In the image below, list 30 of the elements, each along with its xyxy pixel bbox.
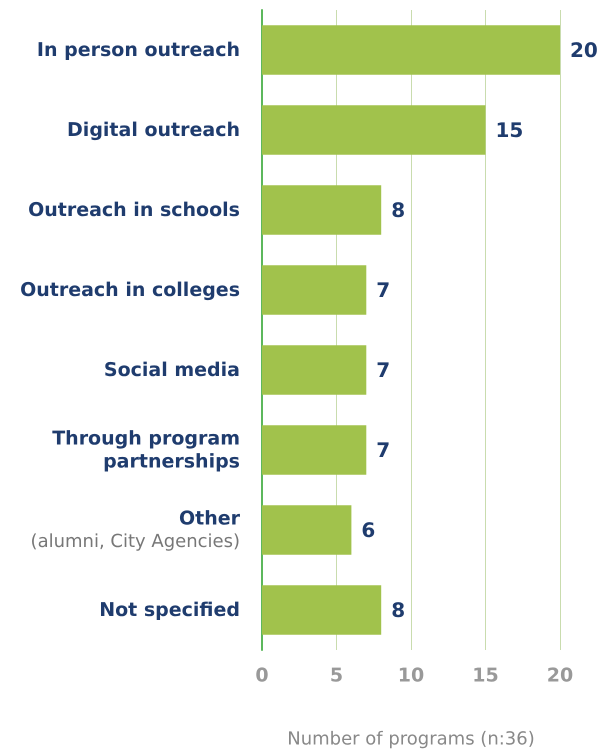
x-tick-label: 0 [255, 664, 269, 686]
data-label: 7 [376, 358, 390, 382]
data-label: 15 [496, 118, 524, 142]
data-label: 20 [570, 38, 598, 62]
y-tick-label: In person outreach [36, 39, 240, 61]
x-tick-label: 10 [398, 664, 424, 686]
data-label: 7 [376, 438, 390, 462]
y-tick-label: Outreach in schools [28, 199, 240, 221]
data-label: 7 [376, 278, 390, 302]
bar [262, 585, 382, 635]
x-tick-label: 5 [330, 664, 344, 686]
data-label: 8 [391, 198, 406, 222]
bar [262, 105, 486, 155]
y-tick-label: Social media [104, 359, 240, 381]
bar [262, 505, 352, 555]
bar [262, 265, 366, 315]
x-tick-label: 15 [472, 664, 499, 686]
y-tick-label: Digital outreach [67, 119, 240, 141]
x-tick-label: 20 [546, 664, 574, 686]
bar [262, 345, 366, 395]
y-tick-label: Other (alumni, City Agencies) [30, 508, 241, 552]
y-tick-label: Through program partnerships [52, 428, 240, 472]
bar [262, 25, 560, 75]
bar [262, 425, 366, 475]
y-tick-label: Not specified [99, 599, 240, 621]
bar [262, 185, 382, 235]
x-axis-title: Number of programs (n:36) [287, 728, 535, 750]
data-label: 8 [391, 598, 406, 622]
data-label: 6 [361, 518, 376, 542]
y-tick-label: Outreach in colleges [20, 279, 240, 301]
